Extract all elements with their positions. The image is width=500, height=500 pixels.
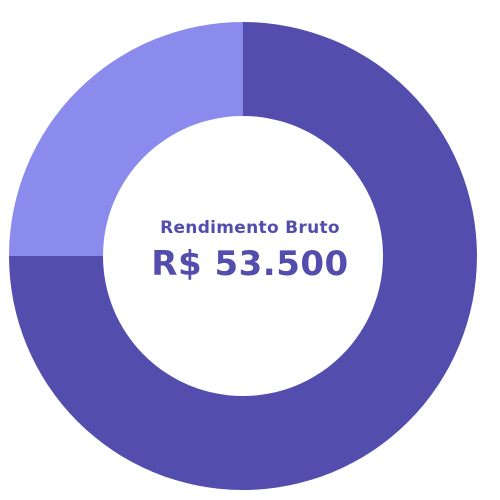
- slice-group: [9, 22, 477, 490]
- chart-center-title: Rendimento Bruto: [160, 218, 340, 238]
- donut-slice-1: [9, 22, 477, 490]
- donut-slice-2: [9, 22, 243, 256]
- chart-center-value: R$ 53.500: [151, 244, 349, 284]
